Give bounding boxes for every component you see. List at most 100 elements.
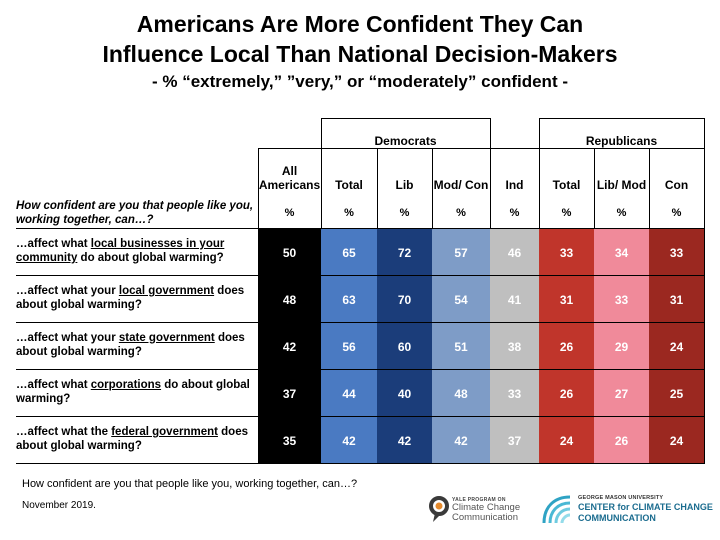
- question-text: How confident are you that people like y…: [16, 200, 254, 226]
- column-header-label: Ind: [505, 178, 524, 192]
- border-line: [377, 148, 378, 229]
- logo2-small-text: GEORGE MASON UNIVERSITY: [578, 495, 664, 501]
- data-cell: 40: [377, 370, 432, 417]
- data-cell: 24: [649, 323, 704, 370]
- data-cell: 44: [321, 370, 377, 417]
- data-cell: 33: [539, 229, 594, 276]
- border-line: [539, 118, 704, 119]
- column-header-label: All Americans: [258, 164, 321, 192]
- border-line: [432, 148, 433, 229]
- column-header: Con: [649, 0, 704, 192]
- data-cell: 33: [594, 276, 649, 323]
- data-cell: 46: [490, 229, 539, 276]
- data-cell: 38: [490, 323, 539, 370]
- column-header-label: Lib/ Mod: [596, 178, 647, 192]
- data-cell: 72: [377, 229, 432, 276]
- percent-label: %: [284, 207, 295, 219]
- column-header: Ind: [490, 0, 539, 192]
- data-cell: 63: [321, 276, 377, 323]
- row-label-text: does about global warming?: [16, 285, 245, 311]
- group-header-democrats: Democrats: [374, 134, 437, 148]
- wave-icon: [542, 495, 571, 524]
- column-header-label: Mod/ Con: [433, 178, 489, 192]
- border-line: [649, 148, 650, 229]
- logo1-line1: Climate Change: [452, 502, 521, 513]
- gmu-center-logo: GEORGE MASON UNIVERSITY CENTER for CLIMA…: [540, 493, 720, 533]
- survey-date: November 2019.: [22, 500, 96, 511]
- data-cell: 24: [539, 417, 594, 464]
- row-label-text: …affect what your: [16, 332, 119, 344]
- column-header-label: Lib: [395, 178, 414, 192]
- column-header-label: Total: [552, 178, 581, 192]
- border-line: [321, 118, 322, 229]
- border-line: [321, 148, 490, 149]
- border-line: [16, 463, 704, 464]
- logo1-line2: Communication: [452, 512, 518, 523]
- border-line: [258, 148, 259, 229]
- group-header-republicans: Republicans: [585, 134, 658, 148]
- border-line: [490, 148, 539, 149]
- data-cell: 24: [649, 417, 704, 464]
- column-header: Lib/ Mod: [594, 0, 649, 192]
- data-cell: 42: [432, 417, 490, 464]
- border-line: [539, 118, 540, 229]
- row-label-text: does about global warming?: [16, 426, 248, 452]
- percent-label: %: [399, 207, 410, 219]
- percent-label: %: [561, 207, 572, 219]
- data-cell: 27: [594, 370, 649, 417]
- border-line: [16, 369, 704, 370]
- logo2-line1: CENTER for CLIMATE CHANGE: [578, 502, 713, 512]
- data-cell: 34: [594, 229, 649, 276]
- row-label: …affect what your state government does …: [16, 331, 254, 359]
- percent-label: %: [671, 207, 682, 219]
- row-label-text: …affect what your: [16, 285, 119, 297]
- data-cell: 51: [432, 323, 490, 370]
- column-header: Lib: [377, 0, 432, 192]
- data-cell: 56: [321, 323, 377, 370]
- row-label-emphasis: federal government: [111, 426, 218, 438]
- row-label-text: …affect what the: [16, 426, 112, 438]
- data-cell: 33: [490, 370, 539, 417]
- border-line: [16, 322, 704, 323]
- column-header: Total: [539, 0, 594, 192]
- column-header: All Americans: [258, 0, 321, 192]
- data-cell: 35: [258, 417, 321, 464]
- data-cell: 31: [539, 276, 594, 323]
- percent-label: %: [456, 207, 466, 219]
- percent-label: %: [344, 207, 354, 219]
- data-cell: 33: [649, 229, 704, 276]
- border-line: [490, 118, 491, 229]
- row-label-emphasis: state government: [118, 332, 215, 344]
- border-line: [16, 416, 704, 417]
- data-cell: 29: [594, 323, 649, 370]
- border-line: [16, 228, 704, 229]
- border-line: [258, 229, 259, 464]
- row-label-text: does about global warming?: [16, 332, 245, 358]
- column-header: Mod/ Con: [432, 0, 490, 192]
- row-label-text: do about global warming?: [77, 252, 224, 264]
- row-label: …affect what the federal government does…: [16, 425, 254, 453]
- data-cell: 42: [321, 417, 377, 464]
- data-cell: 48: [432, 370, 490, 417]
- border-line: [704, 229, 705, 464]
- border-line: [321, 118, 490, 119]
- data-cell: 60: [377, 323, 432, 370]
- data-cell: 37: [490, 417, 539, 464]
- percent-label: %: [509, 207, 520, 219]
- data-cell: 25: [649, 370, 704, 417]
- column-header: Total: [321, 0, 377, 192]
- row-label-text: …affect what: [16, 238, 91, 250]
- logo1-small-text: YALE PROGRAM ON: [452, 497, 506, 503]
- data-cell: 54: [432, 276, 490, 323]
- speech-bubble-icon: [429, 496, 449, 522]
- percent-label: %: [616, 207, 627, 219]
- row-label: …affect what corporations do about globa…: [16, 378, 254, 406]
- row-label-text: do about global warming?: [16, 379, 250, 405]
- data-cell: 57: [432, 229, 490, 276]
- row-label-emphasis: corporations: [90, 379, 162, 391]
- border-line: [16, 275, 704, 276]
- chart-title-line2: Influence Local Than National Decision-M…: [102, 41, 618, 67]
- logo2-line2: COMMUNICATION: [578, 513, 656, 523]
- data-cell: 41: [490, 276, 539, 323]
- column-header-label: Con: [664, 178, 689, 192]
